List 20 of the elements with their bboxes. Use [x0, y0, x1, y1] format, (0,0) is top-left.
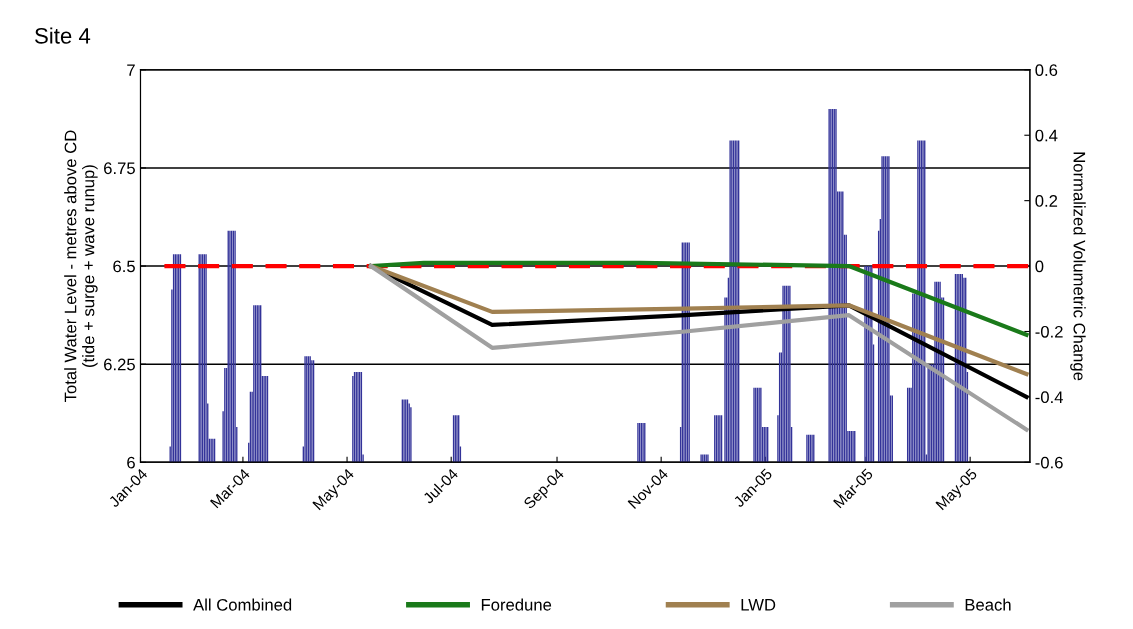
line-series	[368, 263, 1029, 432]
y-tick-label: 6	[127, 456, 135, 469]
legend-label: Beach	[965, 598, 1011, 611]
y2-tick-label: 0.6	[1035, 64, 1058, 77]
y2-axis-title: Normalized Volumetric Change	[1070, 152, 1086, 381]
y-tick-label: 6.25	[104, 358, 135, 371]
y-tick-label: 7	[127, 64, 135, 76]
y-axis-title: Total Water Level - metres above CD (tide + surge + wave runup)	[64, 130, 98, 402]
y2-tick-label: -0.2	[1035, 325, 1063, 338]
chart-title: Site 4	[35, 27, 91, 44]
y2-tick-label: 0.4	[1035, 129, 1058, 142]
y-tick-label: 6.5	[113, 260, 135, 273]
y-tick-label: 6.75	[104, 162, 135, 175]
legend-label: Foredune	[481, 598, 552, 611]
y2-tick-label: 0	[1035, 260, 1044, 273]
legend-label: LWD	[741, 599, 776, 611]
y2-tick-label: -0.6	[1035, 456, 1063, 469]
legend-label: All Combined	[193, 598, 292, 611]
y2-tick-label: -0.4	[1035, 391, 1063, 404]
y2-tick-label: 0.2	[1035, 195, 1058, 207]
